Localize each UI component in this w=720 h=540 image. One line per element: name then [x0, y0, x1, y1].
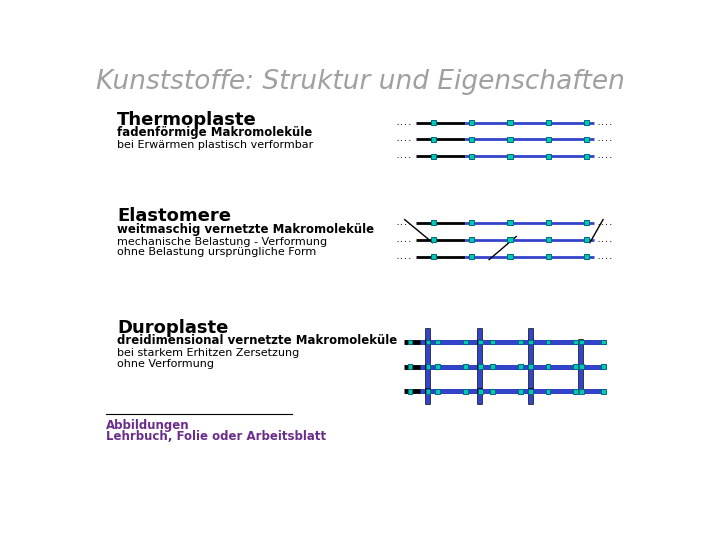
FancyBboxPatch shape	[478, 340, 483, 345]
FancyBboxPatch shape	[584, 220, 590, 225]
FancyBboxPatch shape	[546, 237, 551, 242]
FancyBboxPatch shape	[518, 340, 523, 345]
Text: Kunststoffe: Struktur und Eigenschaften: Kunststoffe: Struktur und Eigenschaften	[96, 69, 625, 94]
FancyBboxPatch shape	[573, 364, 578, 369]
FancyBboxPatch shape	[546, 340, 550, 345]
FancyBboxPatch shape	[478, 364, 483, 369]
FancyBboxPatch shape	[431, 154, 436, 159]
FancyBboxPatch shape	[528, 340, 533, 345]
FancyBboxPatch shape	[584, 254, 590, 259]
Text: ....: ....	[597, 119, 614, 126]
FancyBboxPatch shape	[431, 120, 436, 125]
Text: fadenförmige Makromoleküle: fadenförmige Makromoleküle	[117, 126, 312, 139]
FancyBboxPatch shape	[601, 340, 606, 345]
FancyBboxPatch shape	[431, 220, 436, 225]
FancyBboxPatch shape	[463, 340, 467, 345]
Text: ....: ....	[395, 137, 413, 143]
FancyBboxPatch shape	[469, 237, 474, 242]
FancyBboxPatch shape	[584, 154, 590, 159]
FancyBboxPatch shape	[579, 389, 583, 394]
Text: ....: ....	[395, 254, 413, 260]
FancyBboxPatch shape	[508, 237, 513, 242]
FancyBboxPatch shape	[573, 340, 578, 345]
FancyBboxPatch shape	[508, 137, 513, 142]
FancyBboxPatch shape	[469, 137, 474, 142]
Text: ....: ....	[597, 137, 614, 143]
FancyBboxPatch shape	[546, 137, 551, 142]
FancyBboxPatch shape	[518, 389, 523, 394]
Text: bei Erwärmen plastisch verformbar: bei Erwärmen plastisch verformbar	[117, 140, 313, 150]
FancyBboxPatch shape	[546, 220, 551, 225]
FancyBboxPatch shape	[408, 389, 413, 394]
Text: ....: ....	[395, 220, 413, 226]
Text: Thermoplaste: Thermoplaste	[117, 111, 257, 129]
FancyBboxPatch shape	[508, 120, 513, 125]
FancyBboxPatch shape	[518, 364, 523, 369]
FancyBboxPatch shape	[573, 389, 578, 394]
FancyBboxPatch shape	[601, 389, 606, 394]
FancyBboxPatch shape	[546, 154, 551, 159]
FancyBboxPatch shape	[546, 120, 551, 125]
FancyBboxPatch shape	[490, 389, 495, 394]
FancyBboxPatch shape	[431, 237, 436, 242]
Text: ....: ....	[597, 220, 614, 226]
FancyBboxPatch shape	[431, 137, 436, 142]
FancyBboxPatch shape	[426, 389, 431, 394]
Text: Abbildungen: Abbildungen	[106, 419, 189, 432]
FancyBboxPatch shape	[579, 340, 583, 345]
Text: ....: ....	[395, 237, 413, 242]
Text: ....: ....	[395, 119, 413, 126]
FancyBboxPatch shape	[426, 340, 431, 345]
FancyBboxPatch shape	[584, 120, 590, 125]
Text: ....: ....	[597, 254, 614, 260]
FancyBboxPatch shape	[508, 254, 513, 259]
FancyBboxPatch shape	[435, 389, 440, 394]
FancyBboxPatch shape	[579, 364, 583, 369]
FancyBboxPatch shape	[490, 364, 495, 369]
FancyBboxPatch shape	[546, 389, 550, 394]
Text: mechanische Belastung - Verformung: mechanische Belastung - Verformung	[117, 237, 328, 246]
Text: Elastomere: Elastomere	[117, 207, 231, 225]
FancyBboxPatch shape	[508, 154, 513, 159]
FancyBboxPatch shape	[469, 154, 474, 159]
Text: ....: ....	[597, 237, 614, 242]
FancyBboxPatch shape	[508, 220, 513, 225]
FancyBboxPatch shape	[463, 364, 467, 369]
Text: ohne Belastung ursprüngliche Form: ohne Belastung ursprüngliche Form	[117, 247, 316, 257]
FancyBboxPatch shape	[408, 340, 413, 345]
FancyBboxPatch shape	[478, 389, 483, 394]
FancyBboxPatch shape	[431, 254, 436, 259]
FancyBboxPatch shape	[408, 364, 413, 369]
FancyBboxPatch shape	[463, 389, 467, 394]
Text: ....: ....	[395, 153, 413, 159]
FancyBboxPatch shape	[584, 137, 590, 142]
FancyBboxPatch shape	[435, 340, 440, 345]
Text: weitmaschig vernetzte Makromoleküle: weitmaschig vernetzte Makromoleküle	[117, 222, 374, 235]
FancyBboxPatch shape	[469, 120, 474, 125]
FancyBboxPatch shape	[601, 364, 606, 369]
FancyBboxPatch shape	[490, 340, 495, 345]
FancyBboxPatch shape	[546, 254, 551, 259]
FancyBboxPatch shape	[584, 237, 590, 242]
FancyBboxPatch shape	[435, 364, 440, 369]
Text: bei starkem Erhitzen Zersetzung: bei starkem Erhitzen Zersetzung	[117, 348, 300, 358]
Text: dreidimensional vernetzte Makromoleküle: dreidimensional vernetzte Makromoleküle	[117, 334, 397, 347]
FancyBboxPatch shape	[528, 364, 533, 369]
FancyBboxPatch shape	[426, 364, 431, 369]
FancyBboxPatch shape	[469, 220, 474, 225]
Text: Lehrbuch, Folie oder Arbeitsblatt: Lehrbuch, Folie oder Arbeitsblatt	[106, 430, 325, 443]
Text: ....: ....	[597, 153, 614, 159]
FancyBboxPatch shape	[546, 364, 550, 369]
FancyBboxPatch shape	[528, 389, 533, 394]
FancyBboxPatch shape	[469, 254, 474, 259]
Text: ohne Verformung: ohne Verformung	[117, 359, 214, 369]
Text: Duroplaste: Duroplaste	[117, 319, 228, 337]
